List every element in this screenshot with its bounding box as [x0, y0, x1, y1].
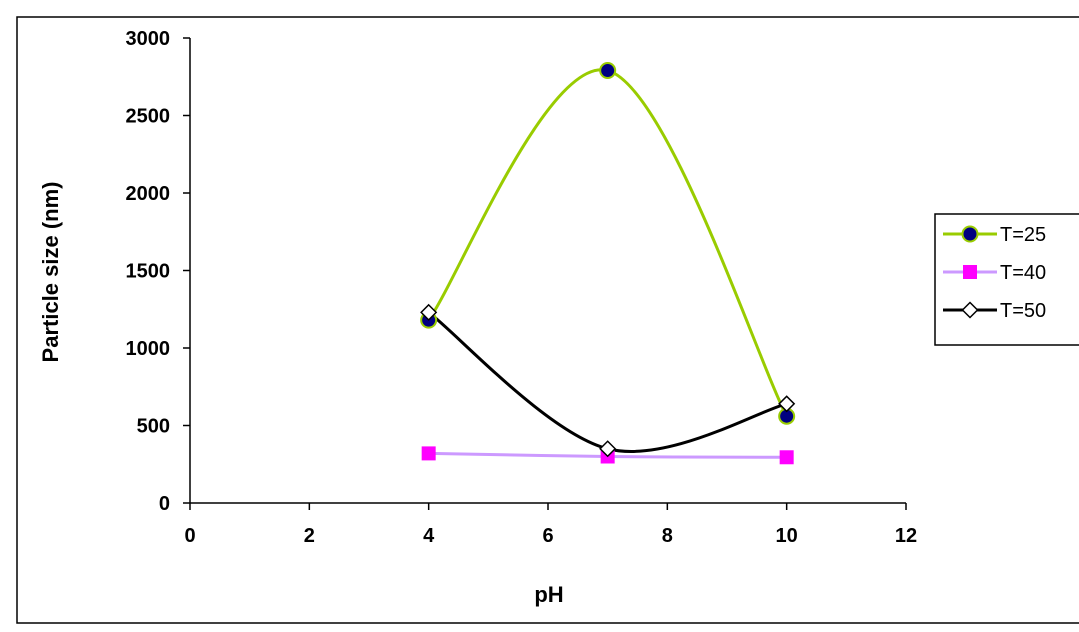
x-axis-title: pH: [534, 582, 563, 607]
data-point-2: [599, 440, 617, 458]
data-point-0: [599, 62, 617, 80]
y-tick-label: 1500: [126, 261, 171, 283]
axes: 0 500 1000 1500 2000 2500 3000 0 2 4 6 8 10 12: [126, 28, 918, 547]
legend-marker: [961, 225, 979, 243]
plot-series: [420, 62, 796, 465]
x-tick-label: 0: [184, 525, 195, 547]
data-point-1: [779, 450, 794, 465]
x-tick-label: 10: [776, 525, 798, 547]
y-tick-label: 3000: [126, 28, 171, 50]
y-tick-label: 0: [159, 493, 170, 515]
data-point-1: [421, 446, 436, 461]
legend-label: T=50: [1000, 300, 1046, 322]
y-tick-label: 2000: [126, 183, 171, 205]
data-point-2: [420, 303, 438, 321]
legend-box: [934, 213, 1079, 346]
legend: T=25 T=40 T=50: [934, 213, 1079, 346]
legend-marker: [963, 265, 977, 279]
y-tick-label: 500: [137, 416, 170, 438]
legend-label: T=40: [1000, 262, 1046, 284]
y-tick-label: 2500: [126, 106, 171, 128]
x-tick-label: 8: [662, 525, 673, 547]
x-tick-label: 4: [423, 525, 435, 547]
y-axis-title: Particle size (nm): [38, 182, 63, 363]
y-tick-label: 1000: [126, 338, 171, 360]
x-tick-label: 6: [542, 525, 553, 547]
legend-label: T=25: [1000, 224, 1046, 246]
chart-frame: [16, 16, 1079, 624]
x-tick-label: 2: [304, 525, 315, 547]
x-tick-label: 12: [895, 525, 917, 547]
legend-marker: [961, 301, 979, 319]
data-point-2: [778, 395, 796, 413]
